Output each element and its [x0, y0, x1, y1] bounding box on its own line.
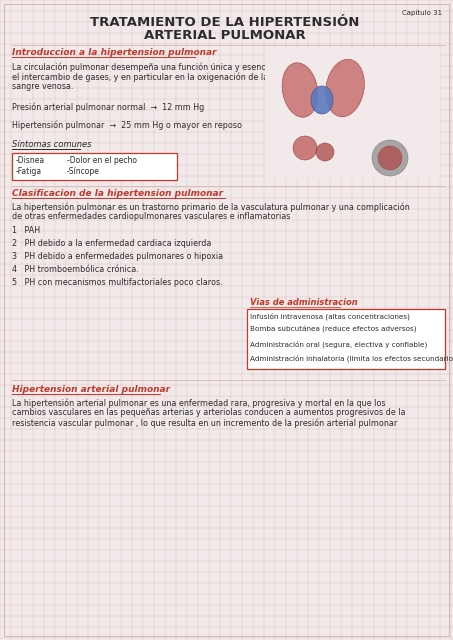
Circle shape — [372, 140, 408, 176]
Text: resistencia vascular pulmonar , lo que resulta en un incremento de la presión ar: resistencia vascular pulmonar , lo que r… — [12, 418, 397, 428]
Circle shape — [378, 146, 402, 170]
Text: La hipertensión pulmonar es un trastorno primario de la vasculatura pulmonar y u: La hipertensión pulmonar es un trastorno… — [12, 202, 410, 211]
Text: de otras enfermedades cardiopulmonares vasculares e inflamatorias: de otras enfermedades cardiopulmonares v… — [12, 212, 290, 221]
Text: Vias de administracion: Vias de administracion — [250, 298, 358, 307]
Text: 1   PAH: 1 PAH — [12, 226, 40, 235]
Circle shape — [316, 143, 334, 161]
Text: el intercambio de gases, y en particular en la oxigenación de la: el intercambio de gases, y en particular… — [12, 72, 268, 81]
Text: 3   PH debido a enfermedades pulmonares o hipoxia: 3 PH debido a enfermedades pulmonares o … — [12, 252, 223, 261]
Text: -Síncope: -Síncope — [67, 167, 100, 176]
Text: Hipertension arterial pulmonar: Hipertension arterial pulmonar — [12, 385, 170, 394]
Text: TRATAMIENTO DE LA HIPERTENSIÓN: TRATAMIENTO DE LA HIPERTENSIÓN — [90, 16, 360, 29]
Text: ARTERIAL PULMONAR: ARTERIAL PULMONAR — [144, 29, 306, 42]
Text: 2   PH debido a la enfermedad cardiaca izquierda: 2 PH debido a la enfermedad cardiaca izq… — [12, 239, 212, 248]
Text: Síntomas comunes: Síntomas comunes — [12, 140, 92, 149]
Text: La hipertensión arterial pulmonar es una enfermedad rara, progresiva y mortal en: La hipertensión arterial pulmonar es una… — [12, 398, 386, 408]
Text: cambios vasculares en las pequeñas arterias y arteriolas conducen a aumentos pro: cambios vasculares en las pequeñas arter… — [12, 408, 405, 417]
Text: Infusión intravenosa (altas concentraciones): Infusión intravenosa (altas concentracio… — [250, 312, 410, 319]
Text: -Dolor en el pecho: -Dolor en el pecho — [67, 156, 137, 165]
Text: Bomba subcutánea (reduce efectos adversos): Bomba subcutánea (reduce efectos adverso… — [250, 326, 416, 333]
Text: Administración oral (segura, electiva y confiable): Administración oral (segura, electiva y … — [250, 340, 427, 348]
Text: sangre venosa.: sangre venosa. — [12, 82, 73, 91]
Text: -Disnea: -Disnea — [16, 156, 45, 165]
Ellipse shape — [326, 60, 364, 116]
FancyBboxPatch shape — [12, 153, 177, 180]
Circle shape — [293, 136, 317, 160]
FancyBboxPatch shape — [247, 309, 445, 369]
Ellipse shape — [282, 63, 318, 117]
Ellipse shape — [311, 86, 333, 114]
Text: Capítulo 31: Capítulo 31 — [402, 10, 442, 17]
Text: Clasificacion de la hipertension pulmonar: Clasificacion de la hipertension pulmona… — [12, 189, 223, 198]
Text: Presión arterial pulmonar normal  →  12 mm Hg: Presión arterial pulmonar normal → 12 mm… — [12, 102, 204, 111]
Text: Introduccion a la hipertension pulmonar: Introduccion a la hipertension pulmonar — [12, 48, 217, 57]
Text: 5   PH con mecanismos multifactoriales poco claros.: 5 PH con mecanismos multifactoriales poc… — [12, 278, 222, 287]
Text: 4   PH tromboembólica crónica.: 4 PH tromboembólica crónica. — [12, 265, 139, 274]
FancyBboxPatch shape — [265, 48, 440, 178]
Text: Administración inhalatoria (limita los efectos secundarios): Administración inhalatoria (limita los e… — [250, 354, 453, 362]
Text: Hipertensión pulmonar  →  25 mm Hg o mayor en reposo: Hipertensión pulmonar → 25 mm Hg o mayor… — [12, 120, 242, 129]
Text: La circulación pulmonar desempeña una función única y esencial en: La circulación pulmonar desempeña una fu… — [12, 62, 288, 72]
Text: -Fatiga: -Fatiga — [16, 167, 42, 176]
